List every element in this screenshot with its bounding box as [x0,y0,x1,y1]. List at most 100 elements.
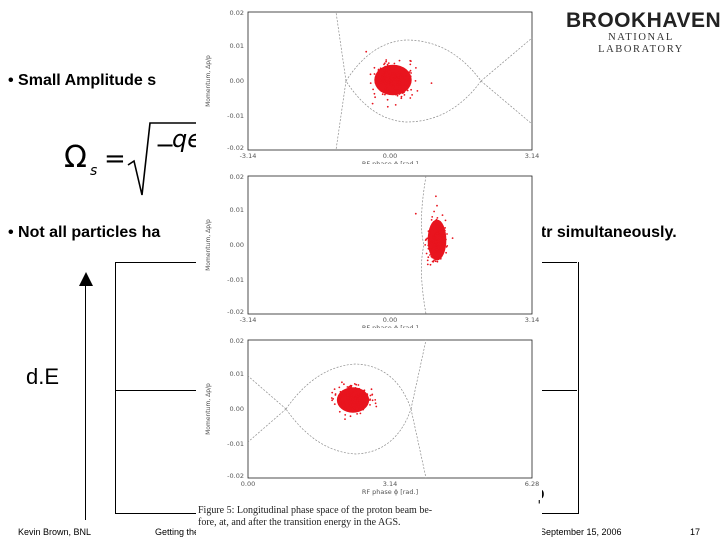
y-tick: 0.01 [230,370,244,378]
beam-particle [435,237,437,240]
beam-particle [416,90,419,92]
footer-date: September 15, 2006 [540,527,622,537]
beam-particle [339,394,342,396]
beam-particle [443,233,446,235]
beam-particle [331,391,334,394]
beam-particle [401,76,404,79]
y-tick: 0.02 [230,173,244,181]
beam-particle [436,260,439,263]
beam-particle [374,81,377,84]
beam-particle [384,86,387,89]
beam-particle [379,76,381,79]
beam-particle [386,98,389,101]
beam-particle [385,71,388,74]
beam-particle [408,71,411,73]
beam-particle [441,246,444,249]
figure-caption: Figure 5: Longitudinal phase space of th… [196,505,542,540]
beam-particle [429,248,432,251]
beam-particle [381,76,384,78]
brookhaven-logo: BROOKHAVEN NATIONAL LABORATORY [566,10,720,56]
beam-particle [382,82,385,85]
beam-particle [359,412,362,415]
y-tick: -0.02 [227,472,244,480]
beam-particle [332,398,335,400]
beam-particle [342,407,345,409]
beam-particle [398,81,401,84]
y-tick: 0.02 [230,9,244,17]
bullet-gamma-tr-tail: γtr simultaneously. [532,224,677,241]
beam-particle [384,74,387,77]
x-tick: -3.14 [240,316,257,324]
beam-particle [397,76,400,79]
beam-particle [400,73,403,76]
beam-particle [359,402,362,405]
beam-particle [361,389,364,392]
beam-particle [436,204,438,207]
beam-particle [346,393,349,395]
beam-particle [377,79,380,82]
beam-particle [380,73,382,76]
beam-particle [427,256,430,259]
beam-particle [386,90,389,92]
x-tick: 0.00 [383,152,397,160]
beam-particle [357,403,360,406]
beam-particle [363,389,366,392]
beam-particle [348,389,350,392]
beam-particle [350,407,352,410]
beam-particle [431,216,434,218]
beam-particle [381,73,384,75]
beam-particle [441,226,443,228]
beam-particle [439,241,441,244]
beam-particle [349,398,352,401]
beam-particle [394,85,397,87]
beam-particle-cloud [414,195,454,266]
beam-particle [353,383,356,385]
beam-particle [396,81,398,83]
beam-particle [395,72,398,75]
beam-particle [436,225,439,227]
beam-particle [361,393,364,395]
beam-particle [333,403,336,405]
beam-particle [364,404,367,407]
beam-particle [439,254,442,257]
beam-particle [374,96,376,99]
beam-particle [436,217,439,219]
beam-particle [358,399,361,402]
beam-particle [430,82,433,84]
beam-particle [363,394,366,397]
beam-particle [370,388,373,391]
beam-particle [349,406,351,409]
beam-particle [433,221,436,224]
beam-particle [357,393,360,396]
beam-particle [444,243,447,245]
beam-particle [390,84,393,87]
beam-particle [409,97,412,99]
beam-particle [428,230,431,233]
beam-particle [433,210,435,213]
beam-particle-cloud [365,50,433,108]
beam-particle [358,401,361,404]
beam-particle [353,407,356,410]
beam-particle [404,69,407,72]
beam-particle [386,69,388,72]
beam-particle [358,397,361,400]
beam-particle [406,89,409,92]
beam-particle [349,392,352,395]
beam-particle [424,244,427,246]
bullet-not-all-particles: • Not all particles ha [8,224,161,241]
beam-particle [435,195,437,198]
beam-particle [372,88,374,91]
beam-particle [338,410,341,413]
beam-particle [380,81,383,84]
beam-particle [345,404,347,407]
beam-particle [341,381,343,384]
beam-particle [436,243,439,246]
beam-particle [387,76,390,78]
beam-particle [433,245,435,248]
beam-particle [428,244,430,247]
beam-particle [380,77,383,80]
beam-particle [352,391,355,393]
beam-particle [446,233,448,235]
beam-particle [393,77,396,79]
beam-particle [431,256,434,258]
